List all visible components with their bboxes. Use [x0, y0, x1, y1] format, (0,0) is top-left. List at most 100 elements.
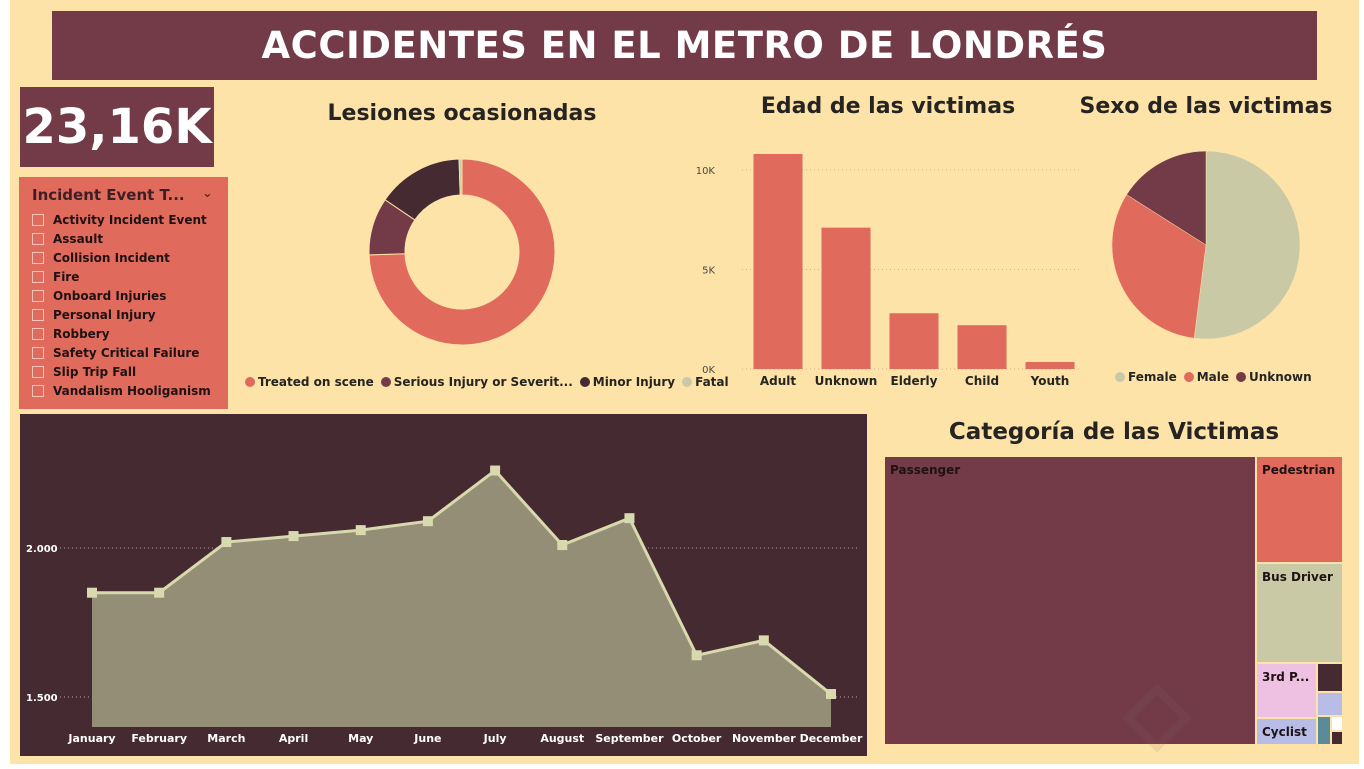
x-tick-label: July	[483, 732, 507, 745]
age-bar[interactable]	[821, 227, 871, 369]
legend-label: Male	[1196, 370, 1229, 384]
data-point[interactable]	[691, 650, 702, 661]
area-line	[92, 468, 832, 696]
legend-label: Fatal	[695, 375, 729, 389]
legend-dot	[245, 377, 255, 387]
treemap-cell-passenger[interactable]: Passenger	[884, 456, 1256, 745]
sex-pie-chart	[1111, 150, 1301, 340]
treemap-cell-small[interactable]	[1317, 663, 1343, 692]
data-point[interactable]	[87, 587, 97, 598]
slicer-item-label: Vandalism Hooliganism	[53, 384, 211, 399]
checkbox[interactable]	[32, 251, 44, 264]
pie-slice[interactable]	[1111, 194, 1207, 339]
age-bar[interactable]	[957, 325, 1007, 369]
slicer-item[interactable]: Slip Trip Fall	[32, 363, 211, 382]
checkbox[interactable]	[32, 366, 44, 379]
slicer-item[interactable]: Assault	[32, 229, 211, 248]
pie-slice[interactable]	[1126, 150, 1207, 246]
checkbox[interactable]	[32, 328, 44, 341]
legend-label: Female	[1128, 370, 1177, 384]
legend-dot	[1183, 372, 1194, 382]
legend-item[interactable]: Female	[1115, 370, 1177, 384]
data-point[interactable]	[624, 513, 635, 524]
report-title: ACCIDENTES EN EL METRO DE LONDRÉS	[261, 24, 1108, 67]
x-tick-label: Child	[965, 374, 999, 388]
checkbox[interactable]	[32, 385, 44, 398]
monthly-area-panel: 1.500 2.000 January February March April May Ju…	[20, 414, 867, 756]
data-point[interactable]	[557, 540, 568, 551]
checkbox[interactable]	[32, 289, 44, 302]
pie-slice[interactable]	[1193, 150, 1301, 340]
checkbox[interactable]	[32, 270, 44, 283]
x-tick-label: November	[732, 732, 796, 745]
age-bar[interactable]	[753, 153, 803, 369]
x-tick-label: February	[131, 732, 187, 745]
slicer-item[interactable]: Collision Incident	[32, 248, 211, 267]
checkbox[interactable]	[32, 309, 44, 322]
sex-legend: Female Male Unknown	[1115, 370, 1319, 384]
checkbox[interactable]	[32, 347, 44, 360]
area-fill	[92, 470, 831, 727]
legend-item[interactable]: Serious Injury or Severit...	[380, 375, 573, 389]
x-tick-label: May	[348, 732, 373, 745]
treemap-cell-pedestrian[interactable]: Pedestrian	[1256, 456, 1343, 563]
data-point[interactable]	[758, 635, 769, 646]
legend-item[interactable]: Unknown	[1236, 370, 1312, 384]
slicer-item-label: Slip Trip Fall	[53, 365, 137, 380]
legend-item[interactable]: Male	[1183, 370, 1229, 384]
watermark-logo	[1122, 685, 1192, 753]
data-point[interactable]	[288, 531, 299, 542]
treemap-cell-cyclist[interactable]: Cyclist	[1256, 718, 1317, 745]
x-tick-label: August	[540, 732, 584, 745]
data-point[interactable]	[490, 465, 501, 476]
slicer-item-label: Activity Incident Event	[53, 212, 207, 227]
treemap-cell-small[interactable]	[1317, 692, 1343, 716]
x-tick-label: October	[672, 732, 722, 745]
data-point[interactable]	[154, 587, 165, 598]
data-point[interactable]	[422, 516, 433, 527]
donut-slice[interactable]	[368, 158, 556, 346]
treemap-cell-small[interactable]	[1331, 731, 1343, 745]
treemap-label: Cyclist	[1262, 725, 1307, 739]
slicer-item-label: Assault	[53, 231, 104, 246]
x-tick-label: December	[800, 732, 863, 745]
treemap-cell-third-party[interactable]: 3rd P...	[1256, 663, 1317, 718]
slicer-item[interactable]: Onboard Injuries	[32, 286, 211, 305]
total-accidents-value: 23,16K	[22, 99, 212, 155]
legend-item[interactable]: Minor Injury	[579, 375, 675, 389]
legend-label: Unknown	[1249, 370, 1312, 384]
y-tick-label: 2.000	[26, 544, 58, 555]
slicer-item-label: Personal Injury	[53, 308, 156, 323]
data-point[interactable]	[826, 689, 836, 700]
legend-label: Treated on scene	[258, 375, 374, 389]
slicer-item[interactable]: Safety Critical Failure	[32, 344, 211, 363]
slicer-item[interactable]: Fire	[32, 267, 211, 286]
slicer-item[interactable]: Vandalism Hooliganism	[32, 382, 211, 401]
legend-item[interactable]: Treated on scene	[245, 375, 374, 389]
treemap-label: Pedestrian	[1262, 463, 1336, 477]
treemap-cell-bus-driver[interactable]: Bus Driver	[1256, 563, 1343, 663]
checkbox[interactable]	[32, 213, 44, 226]
treemap-label: 3rd P...	[1262, 670, 1310, 684]
checkbox[interactable]	[32, 232, 44, 245]
age-bar[interactable]	[1025, 362, 1075, 369]
slicer-item[interactable]: Personal Injury	[32, 305, 211, 324]
slicer-item-label: Onboard Injuries	[53, 288, 167, 303]
donut-slice[interactable]	[458, 158, 463, 196]
slicer-item[interactable]: Robbery	[32, 325, 211, 344]
data-point[interactable]	[221, 537, 232, 548]
sex-chart-title: Sexo de las victimas	[1079, 94, 1333, 119]
x-tick-label: June	[413, 732, 441, 745]
legend-item[interactable]: Fatal	[682, 375, 729, 389]
data-point[interactable]	[355, 525, 366, 536]
chevron-down-icon[interactable]: ⌄	[202, 186, 213, 201]
slicer-item-label: Fire	[53, 269, 80, 284]
x-tick-label: September	[595, 732, 664, 745]
slicer-item[interactable]: Activity Incident Event	[32, 210, 211, 229]
treemap-cell-small[interactable]	[1317, 716, 1331, 745]
treemap-cell-small[interactable]	[1331, 716, 1343, 731]
age-bar[interactable]	[889, 313, 939, 369]
x-tick-label: Unknown	[815, 374, 878, 388]
legend-dot	[579, 377, 590, 387]
treemap-label: Passenger	[890, 463, 961, 477]
